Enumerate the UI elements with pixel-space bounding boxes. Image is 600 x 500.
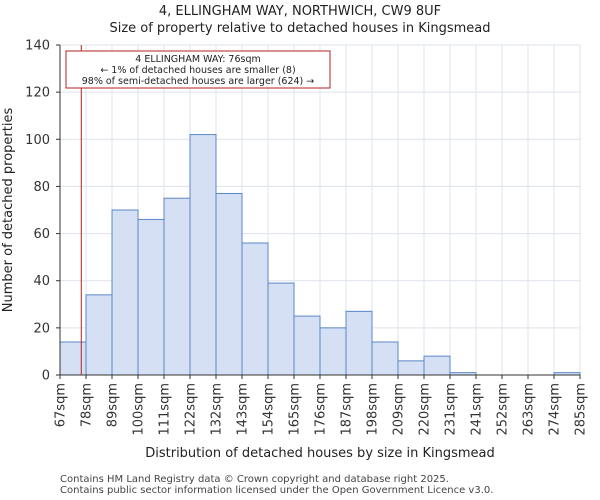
x-tick-label: 241sqm [470,383,485,436]
histogram-bar [241,242,269,376]
x-tick-label: 78sqm [80,383,95,427]
annotation-box [65,50,331,89]
x-tick-label: 165sqm [288,383,303,436]
x-tick-label: 122sqm [184,383,199,436]
x-tick-label: 67sqm [54,383,69,427]
histogram-bar [397,360,425,376]
histogram-bar [371,341,399,376]
y-tick-label: 60 [33,227,50,242]
x-tick-label: 187sqm [340,383,355,436]
x-tick-label: 198sqm [366,383,381,436]
histogram-bar [423,355,451,376]
histogram-bar [345,310,373,376]
chart-title: 4, ELLINGHAM WAY, NORTHWICH, CW9 8UF [158,4,442,19]
histogram-bar [267,282,295,376]
x-tick-label: 285sqm [574,383,589,436]
chart-subtitle: Size of property relative to detached ho… [109,21,491,36]
x-tick-label: 231sqm [444,383,459,436]
histogram-bar [111,209,139,376]
y-tick-label: 20 [33,321,50,336]
histogram-bar [163,197,191,376]
histogram-bar [59,341,87,376]
x-tick-label: 100sqm [132,383,147,436]
x-tick-label: 263sqm [522,383,537,436]
x-axis-title: Distribution of detached houses by size … [145,446,495,461]
y-tick-label: 100 [25,133,50,148]
histogram-bar [215,193,243,376]
y-tick-label: 80 [33,180,50,195]
x-tick-label: 143sqm [236,383,251,436]
x-tick-label: 252sqm [496,383,511,436]
footer-licence: Contains public sector information licen… [60,485,494,496]
annotation-line: 4 ELLINGHAM WAY: 76sqm [135,54,261,65]
y-tick-label: 40 [33,274,50,289]
x-tick-label: 209sqm [392,383,407,436]
x-tick-label: 111sqm [158,383,173,436]
histogram-bar [85,294,113,376]
histogram-bar [189,134,217,376]
y-tick-label: 0 [42,369,50,384]
x-tick-label: 132sqm [210,383,225,436]
footer-copyright: Contains HM Land Registry data © Crown c… [60,474,449,485]
y-tick-label: 120 [25,86,50,101]
x-tick-label: 154sqm [262,383,277,436]
x-tick-label: 89sqm [106,383,121,427]
x-tick-label: 220sqm [418,383,433,436]
histogram-bar [293,315,321,376]
x-tick-label: 176sqm [314,383,329,436]
y-tick-label: 140 [25,39,50,54]
y-axis-title: Number of detached properties [1,108,16,313]
histogram-bar [319,327,347,376]
annotation-line: ← 1% of detached houses are smaller (8) [100,65,295,76]
x-tick-label: 274sqm [548,383,563,436]
histogram-bar [137,218,165,376]
annotation-line: 98% of semi-detached houses are larger (… [82,76,315,87]
